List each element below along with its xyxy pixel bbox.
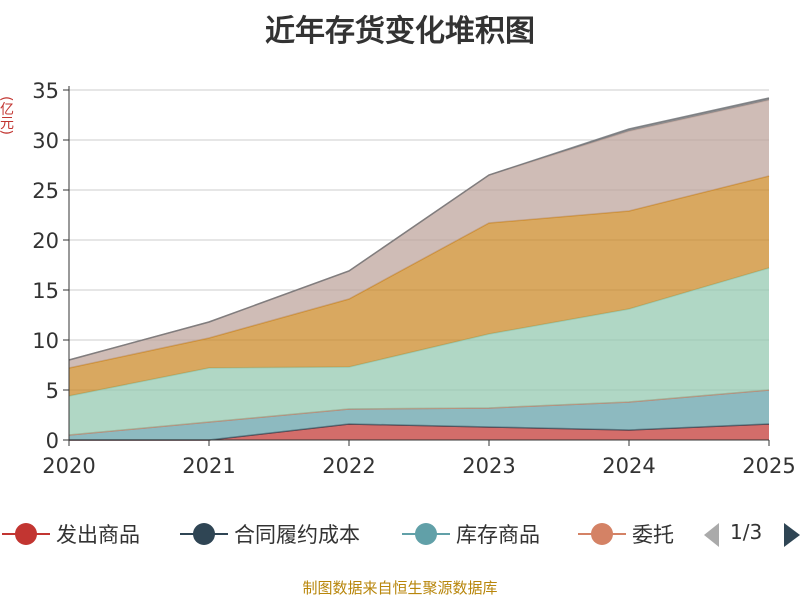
legend-pager: 1/3 [700,515,800,553]
series-line [68,97,770,361]
legend-dot [415,523,437,545]
y-tick-label: 30 [32,129,59,153]
area-series [69,390,769,440]
legend-marker-icon [180,515,228,553]
x-tick-label: 2022 [322,454,375,478]
legend-dot [591,523,613,545]
area-series [69,268,769,435]
source-note: 制图数据来自恒生聚源数据库 [302,579,498,597]
legend-item-shipped-goods[interactable]: 发出商品 [2,515,140,553]
legend: 发出商品 合同履约成本 库存商品 委托 [0,515,800,553]
x-tick-label: 2020 [42,454,95,478]
legend-marker-icon [402,515,450,553]
legend-label: 发出商品 [56,523,140,547]
legend-item-consigned[interactable]: 委托 [578,515,674,553]
pager-prev-icon[interactable] [704,523,719,547]
chart-title: 近年存货变化堆积图 [265,14,535,49]
x-tick-label: 2024 [602,454,655,478]
y-tick-label: 5 [46,379,59,403]
x-tick-label: 2025 [742,454,795,478]
pager-next-icon[interactable] [784,523,800,547]
x-tick-label: 2021 [182,454,235,478]
legend-marker-icon [2,515,50,553]
area-series [69,176,769,396]
y-tick-label: 15 [32,279,59,303]
legend-dot [15,523,37,545]
legend-dot [193,523,215,545]
area-series [69,100,769,368]
y-axis-label: (亿元) [0,96,14,135]
y-tick-label: 0 [46,429,59,453]
legend-marker-icon [578,515,626,553]
legend-label: 库存商品 [456,523,540,547]
legend-label: 委托 [632,523,674,547]
y-tick-label: 25 [32,179,59,203]
y-tick-label: 20 [32,229,59,253]
y-tick-label: 10 [32,329,59,353]
legend-item-inventory-goods[interactable]: 库存商品 [402,515,540,553]
pager-text: 1/3 [730,520,763,544]
legend-item-contract-cost[interactable]: 合同履约成本 [180,515,360,553]
y-tick-label: 35 [32,79,59,103]
legend-label: 合同履约成本 [234,523,360,547]
x-tick-label: 2023 [462,454,515,478]
